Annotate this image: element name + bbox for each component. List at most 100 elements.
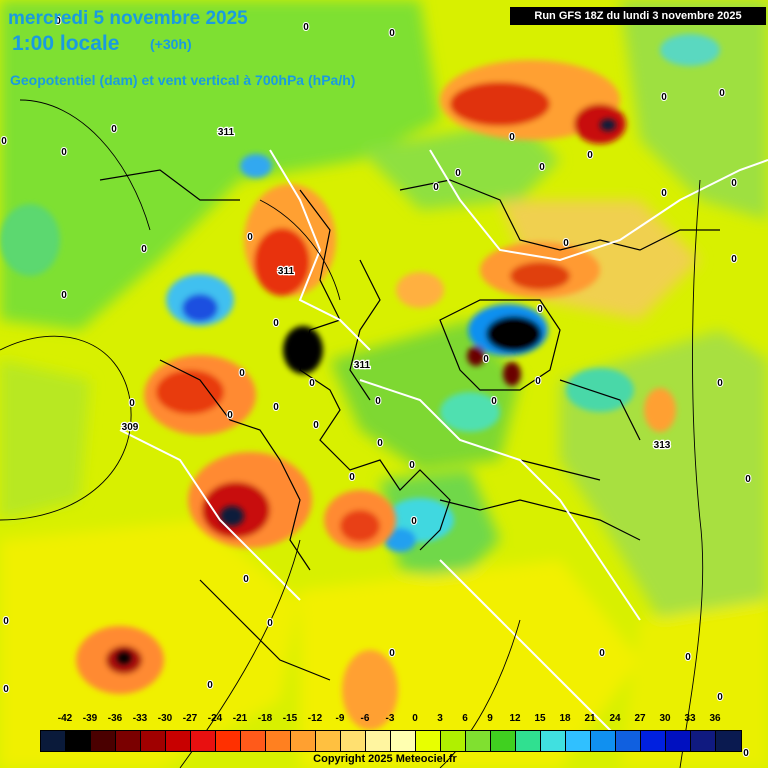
legend-swatch <box>191 731 216 751</box>
legend-swatch <box>541 731 566 751</box>
legend-tick-label: 27 <box>634 713 646 724</box>
legend-swatch <box>641 731 666 751</box>
zero-isoline-label: 0 <box>409 460 415 471</box>
legend-tick-label: 12 <box>509 713 521 724</box>
zero-isoline-label: 0 <box>535 376 541 387</box>
legend-tick-label: -30 <box>157 713 173 724</box>
legend-tick-label: 30 <box>659 713 671 724</box>
legend-swatch <box>716 731 741 751</box>
zero-isoline-label: 0 <box>129 398 135 409</box>
zero-isoline-label: 0 <box>3 684 9 695</box>
legend-swatch <box>591 731 616 751</box>
copyright: Copyright 2025 Meteociel.fr <box>313 753 457 765</box>
zero-isoline-label: 0 <box>267 618 273 629</box>
legend-tick-label: -39 <box>82 713 98 724</box>
legend-swatch <box>91 731 116 751</box>
zero-isoline-label: 0 <box>537 304 543 315</box>
legend-tick-label: -6 <box>360 713 370 724</box>
legend-swatch <box>291 731 316 751</box>
forecast-time: 1:00 locale <box>12 32 120 55</box>
legend-swatch <box>491 731 516 751</box>
zero-isoline-label: 0 <box>389 648 395 659</box>
legend-tick-label: -33 <box>132 713 148 724</box>
zero-isoline-label: 0 <box>141 244 147 255</box>
zero-isoline-label: 0 <box>509 132 515 143</box>
legend-swatch <box>441 731 466 751</box>
legend-swatch <box>316 731 341 751</box>
map-field-title: Geopotentiel (dam) et vent vertical à 70… <box>10 72 356 88</box>
legend-swatch <box>366 731 391 751</box>
legend-swatch <box>391 731 416 751</box>
zero-isoline-label: 0 <box>227 410 233 421</box>
legend-tick-label: -42 <box>57 713 73 724</box>
legend-tick-label: 15 <box>534 713 546 724</box>
zero-isoline-label: 0 <box>273 318 279 329</box>
legend-tick-label: -24 <box>207 713 223 724</box>
legend-swatch <box>41 731 66 751</box>
zero-isoline-label: 0 <box>273 402 279 413</box>
zero-isoline-label: 0 <box>745 474 751 485</box>
geopotential-label: 313 <box>654 440 671 451</box>
legend-tick-label: 3 <box>437 713 443 724</box>
legend-swatch <box>466 731 491 751</box>
legend-swatch <box>66 731 91 751</box>
geopotential-label: 311 <box>354 360 371 371</box>
zero-isoline-label: 0 <box>375 396 381 407</box>
zero-isoline-label: 0 <box>719 88 725 99</box>
legend-swatch <box>416 731 441 751</box>
zero-isoline-label: 0 <box>539 162 545 173</box>
legend-swatch <box>516 731 541 751</box>
zero-isoline-label: 0 <box>309 378 315 389</box>
geopotential-label: 309 <box>122 422 139 433</box>
legend-tick-label: -21 <box>232 713 248 724</box>
zero-isoline-label: 0 <box>685 652 691 663</box>
legend-tick-label: -9 <box>335 713 345 724</box>
zero-isoline-label: 0 <box>207 680 213 691</box>
legend-tick-label: 6 <box>462 713 468 724</box>
zero-isoline-label: 0 <box>599 648 605 659</box>
zero-isoline-label: 0 <box>243 574 249 585</box>
zero-isoline-label: 0 <box>491 396 497 407</box>
legend-tick-label: 36 <box>709 713 721 724</box>
zero-isoline-label: 0 <box>313 420 319 431</box>
zero-isoline-label: 0 <box>743 748 749 759</box>
legend-tick-label: -15 <box>282 713 298 724</box>
legend-tick-label: -18 <box>257 713 273 724</box>
legend-swatch <box>266 731 291 751</box>
geopotential-label: 311 <box>278 266 295 277</box>
zero-isoline-label: 0 <box>731 254 737 265</box>
zero-isoline-label: 0 <box>239 368 245 379</box>
legend-swatch <box>141 731 166 751</box>
legend-swatch <box>616 731 641 751</box>
zero-isoline-label: 0 <box>587 150 593 161</box>
zero-isoline-label: 0 <box>717 692 723 703</box>
legend-tick-label: -12 <box>307 713 323 724</box>
legend-tick-label: 9 <box>487 713 493 724</box>
zero-isoline-label: 0 <box>247 232 253 243</box>
zero-isoline-label: 0 <box>661 92 667 103</box>
legend-swatch <box>166 731 191 751</box>
zero-isoline-label: 0 <box>61 290 67 301</box>
zero-isoline-label: 0 <box>111 124 117 135</box>
zero-isoline-label: 0 <box>1 136 7 147</box>
run-info-box: Run GFS 18Z du lundi 3 novembre 2025 <box>510 7 766 25</box>
geopotential-label: 311 <box>218 127 235 138</box>
legend-tick-label: -27 <box>182 713 198 724</box>
legend-tick-label: 0 <box>412 713 418 724</box>
legend-tick-label: 21 <box>584 713 596 724</box>
zero-isoline-label: 0 <box>563 238 569 249</box>
legend-tick-label: 24 <box>609 713 621 724</box>
color-scale-bar <box>40 730 742 752</box>
zero-isoline-label: 0 <box>349 472 355 483</box>
zero-isoline-label: 0 <box>61 147 67 158</box>
legend-swatch <box>691 731 716 751</box>
zero-isoline-label: 0 <box>433 182 439 193</box>
legend-swatch <box>341 731 366 751</box>
legend-swatch <box>566 731 591 751</box>
zero-isoline-label: 0 <box>411 516 417 527</box>
legend-tick-label: -36 <box>107 713 123 724</box>
zero-isoline-label: 0 <box>455 168 461 179</box>
legend-tick-label: 18 <box>559 713 571 724</box>
zero-isoline-label: 0 <box>483 354 489 365</box>
